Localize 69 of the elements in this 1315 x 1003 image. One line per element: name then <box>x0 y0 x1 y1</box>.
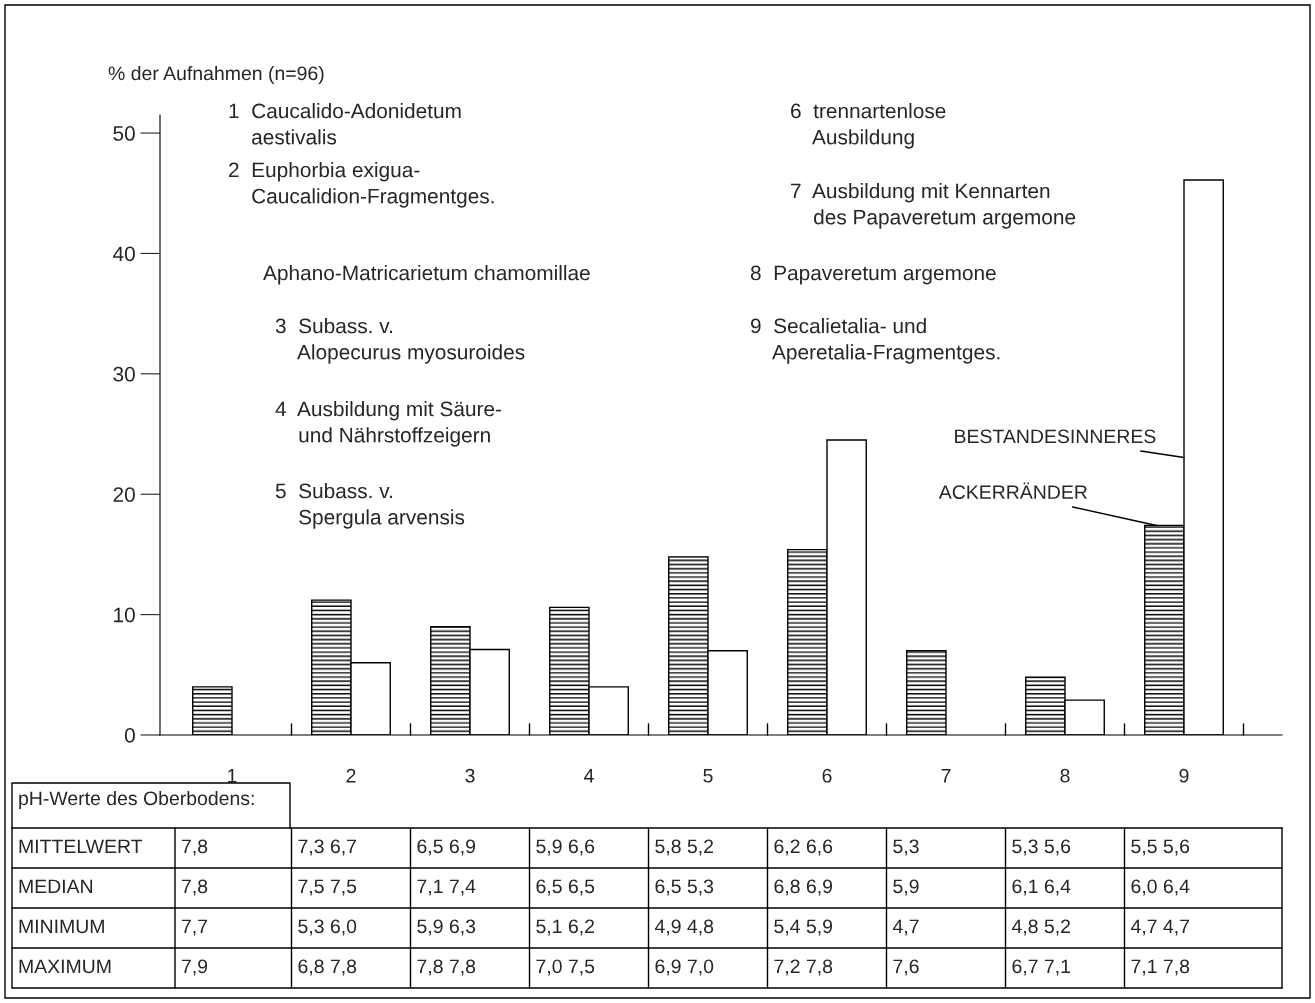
text: ACKERRÄNDER <box>938 482 1087 500</box>
text: 6,5 5,3 <box>655 879 714 896</box>
annotation: 7 Ausbildung mit Kennarten des Papaveretum argemone <box>791 183 1076 229</box>
text: 4,8 5,2 <box>1011 919 1070 936</box>
text: 7,8 7,8 <box>417 959 476 976</box>
text: 5,8 5,2 <box>655 839 713 856</box>
text: 6,7 7,1 <box>1012 959 1071 976</box>
annotation: 1 Caucalido-Adonidetum aestivalis <box>229 103 461 145</box>
x-tick-label: 7 <box>941 769 951 783</box>
annotation: 3 Subass. v. Alopecurus myosuroides <box>275 318 525 364</box>
text: 5,4 5,9 <box>774 919 833 936</box>
text: 5,3 <box>893 839 919 856</box>
x-tick-label: 9 <box>1179 768 1189 783</box>
text: 5,1 6,2 <box>536 919 594 936</box>
annotation: 8 Papaveretum argemone <box>750 265 996 285</box>
x-tick-label: 8 <box>1060 768 1070 783</box>
text: 7,6 <box>893 959 919 976</box>
text: MAXIMUM <box>19 959 111 974</box>
text: 7,1 7,8 <box>1131 959 1190 976</box>
text: 4,7 <box>892 919 919 936</box>
text: 7,7 <box>182 919 208 936</box>
text: MITTELWERT <box>19 839 143 854</box>
text: 6,0 6,4 <box>1131 879 1190 896</box>
text: 6,1 6,4 <box>1012 879 1071 896</box>
series-label: BESTANDESINNERES <box>955 429 1156 444</box>
text: 6,5 6,5 <box>536 879 595 896</box>
text: 7,9 <box>182 959 208 976</box>
y-tick-label: 30 <box>113 366 135 382</box>
text: pH-Werte des Oberbodens: <box>19 790 254 810</box>
text: 7,3 6,7 <box>298 839 356 856</box>
text: 7,5 7,5 <box>298 879 357 896</box>
text: 7,8 <box>182 839 208 856</box>
y-axis-title: % der Aufnahmen (n=96) <box>108 65 324 85</box>
text: 5,5 5,6 <box>1131 839 1190 856</box>
annotation: 5 Subass. v. Spergula arvensis <box>275 483 465 529</box>
text: 4,7 4,7 <box>1130 919 1189 936</box>
text: 6,5 6,9 <box>417 839 476 856</box>
annotation: 4 Ausbildung mit Säure- und Nährstoffzeigern <box>275 401 502 447</box>
annotation: 2 Euphorbia exigua- Caucalidion-Fragmentges. <box>229 162 494 208</box>
x-tick-label: 4 <box>584 769 594 783</box>
text: 7,0 7,5 <box>536 959 595 976</box>
text: 6,9 7,0 <box>655 959 714 976</box>
x-tick-label: 1 <box>228 769 237 783</box>
text: 6,8 6,9 <box>774 879 833 896</box>
x-tick-label: 5 <box>703 769 713 783</box>
x-tick-label: 6 <box>822 768 832 783</box>
y-tick-label: 10 <box>114 607 135 623</box>
text: 7,2 7,8 <box>774 959 833 976</box>
y-tick-label: 20 <box>113 487 135 502</box>
annotation: 6 trennartenlose Ausbildung <box>791 103 946 149</box>
text: 5,9 6,6 <box>536 839 595 856</box>
y-tick-label: 50 <box>113 126 135 141</box>
text: 5,9 <box>893 879 919 896</box>
text: MINIMUM <box>19 919 104 934</box>
y-tick-label: 40 <box>113 246 135 262</box>
text: 7,1 7,4 <box>417 879 476 896</box>
text: 7,8 <box>182 879 208 896</box>
annotation: Aphano-Matricarietum chamomillae <box>263 265 590 285</box>
text: 5,3 5,6 <box>1012 839 1071 856</box>
text: 6,2 6,6 <box>774 839 833 856</box>
text: 5,9 6,3 <box>417 919 476 936</box>
text: 6,8 7,8 <box>298 959 357 976</box>
text: 4,9 4,8 <box>654 919 714 936</box>
text: MEDIAN <box>19 879 93 894</box>
text: 5,3 6,0 <box>298 919 357 936</box>
x-tick-label: 3 <box>465 768 475 783</box>
y-tick-label: 0 <box>124 728 135 743</box>
annotation: 9 Secalietalia- und Aperetalia-Fragmentges. <box>750 318 1000 364</box>
x-tick-label: 2 <box>346 768 356 783</box>
